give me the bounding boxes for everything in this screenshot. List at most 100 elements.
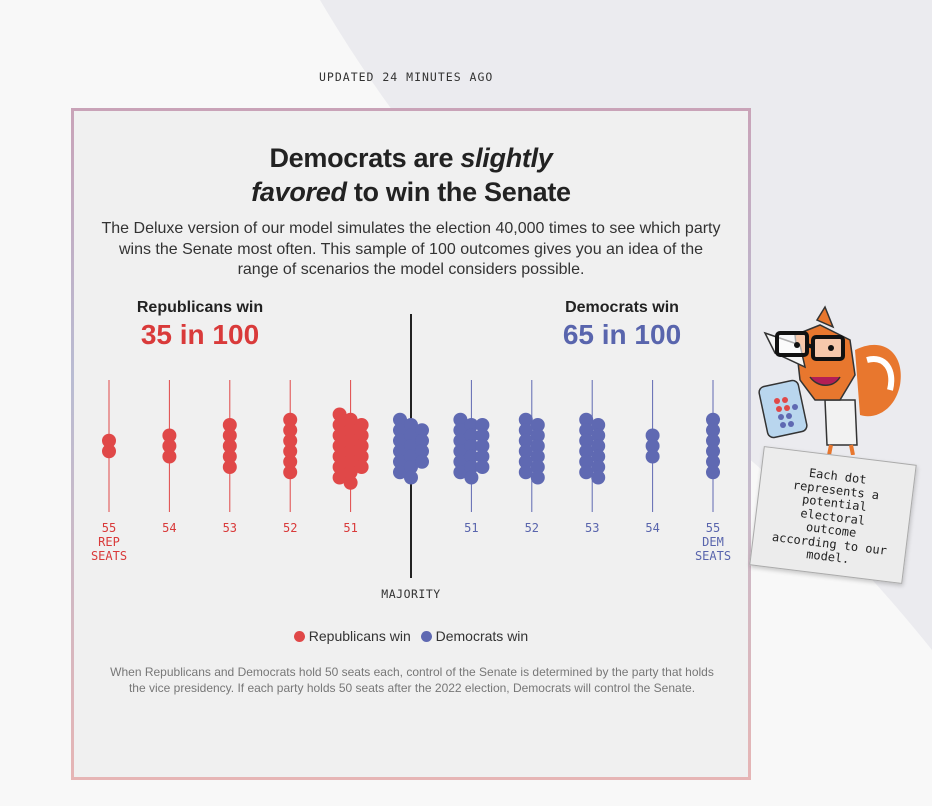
outcome-dot [706, 465, 720, 480]
outcome-dot [102, 444, 116, 459]
outcome-dot [354, 439, 369, 453]
republicans-summary: Republicans win 35 in 100 [120, 299, 280, 351]
outcome-dot [706, 433, 720, 448]
outcome-dot [393, 433, 407, 448]
outcome-dot [162, 428, 177, 443]
outcome-dot [404, 439, 418, 453]
title-emphasis-1: slightly [460, 143, 553, 173]
outcome-dot [283, 412, 298, 427]
outcome-dot [102, 433, 116, 448]
legend-item-democrats: Democrats win [420, 628, 529, 644]
outcome-dot [706, 454, 720, 469]
outcome-dot [475, 418, 490, 432]
seat-tick-label: 51 [464, 521, 478, 535]
seat-tick-label: 52 [525, 521, 539, 535]
outcome-dot [453, 444, 468, 459]
title-part-1: Democrats are [269, 143, 461, 173]
outcome-dot [283, 465, 298, 480]
outcome-dot [530, 460, 545, 474]
outcome-dot [222, 418, 237, 432]
outcome-dot [332, 428, 347, 443]
outcome-dot [530, 418, 545, 432]
seat-tick-label: 55 [102, 521, 116, 535]
outcome-dot [393, 454, 407, 469]
outcome-dot [518, 433, 533, 448]
outcome-dot [222, 439, 237, 453]
outcome-dot [579, 412, 594, 427]
democrats-summary: Democrats win 65 in 100 [542, 299, 702, 351]
outcome-dot [404, 428, 418, 443]
outcome-dot [283, 423, 298, 438]
chart-title: Democrats are slightly favored to win th… [180, 141, 642, 209]
outcome-dot [332, 418, 347, 432]
outcome-dot [415, 423, 429, 438]
outcome-dot [645, 439, 660, 453]
outcome-dot [645, 449, 660, 464]
outcome-dot [453, 465, 468, 480]
outcome-dot [404, 470, 418, 485]
outcome-dot [283, 454, 298, 469]
legend-item-republicans: Republicans win [293, 628, 411, 644]
outcome-dot [591, 439, 606, 453]
outcome-dot [283, 433, 298, 448]
outcome-dot [579, 433, 594, 448]
fox-annotation-note: Each dot represents a potential electora… [749, 446, 917, 584]
outcome-dot [464, 470, 479, 485]
republicans-count: 35 in 100 [140, 319, 260, 350]
outcome-dot [579, 423, 594, 438]
outcome-dot [518, 454, 533, 469]
outcome-dot [475, 428, 490, 443]
outcome-dot [162, 449, 177, 464]
seat-tick-label: 53 [585, 521, 599, 535]
outcome-dot [222, 449, 237, 464]
legend-label-democrats: Democrats win [435, 628, 529, 644]
outcome-dot [343, 475, 358, 490]
updated-timestamp: UPDATED 24 MINUTES AGO [319, 70, 494, 84]
seat-tick-label: 55 [706, 521, 720, 535]
legend: Republicans win Democrats win [0, 628, 822, 644]
outcome-dot [579, 465, 594, 480]
outcome-dot [475, 449, 490, 464]
outcome-dot [393, 444, 407, 459]
outcome-dot [530, 428, 545, 443]
outcome-dot [591, 460, 606, 474]
outcome-dot [464, 460, 479, 474]
legend-swatch-republicans [293, 631, 305, 642]
outcome-dot [283, 444, 298, 459]
seat-axis-sublabel: SEATS [695, 549, 731, 563]
republicans-label: Republicans win [136, 299, 264, 316]
outcome-dot [591, 470, 606, 485]
outcome-dot [162, 439, 177, 453]
outcome-dot [404, 449, 418, 464]
outcome-dot [706, 423, 720, 438]
outcome-dot [453, 423, 468, 438]
majority-label: MAJORITY [381, 587, 440, 601]
outcome-dot [332, 449, 347, 464]
outcome-dot [518, 465, 533, 480]
outcome-dot [354, 418, 369, 432]
legend-swatch-democrats [420, 631, 432, 642]
outcome-dot [530, 470, 545, 485]
outcome-dot [518, 423, 533, 438]
outcome-dot [393, 465, 407, 480]
outcome-dot [645, 428, 660, 443]
outcome-dot [404, 418, 418, 432]
title-part-2: to win the Senate [346, 177, 571, 207]
outcome-dot [343, 444, 358, 459]
seat-axis-sublabel: REP [98, 535, 120, 549]
outcome-dot [453, 454, 468, 469]
outcome-dot [354, 449, 369, 464]
outcome-dot [222, 428, 237, 443]
seat-tick-label: 53 [223, 521, 237, 535]
outcome-dot [332, 407, 347, 422]
outcome-dot [343, 465, 358, 480]
outcome-dot [453, 412, 468, 427]
fox-mascot-illustration [758, 305, 901, 455]
outcome-dot [579, 454, 594, 469]
outcome-dot [393, 412, 407, 427]
outcome-dot [415, 444, 429, 459]
outcome-dot [343, 423, 358, 438]
democrats-count: 65 in 100 [562, 319, 682, 350]
outcome-dot [332, 460, 347, 474]
